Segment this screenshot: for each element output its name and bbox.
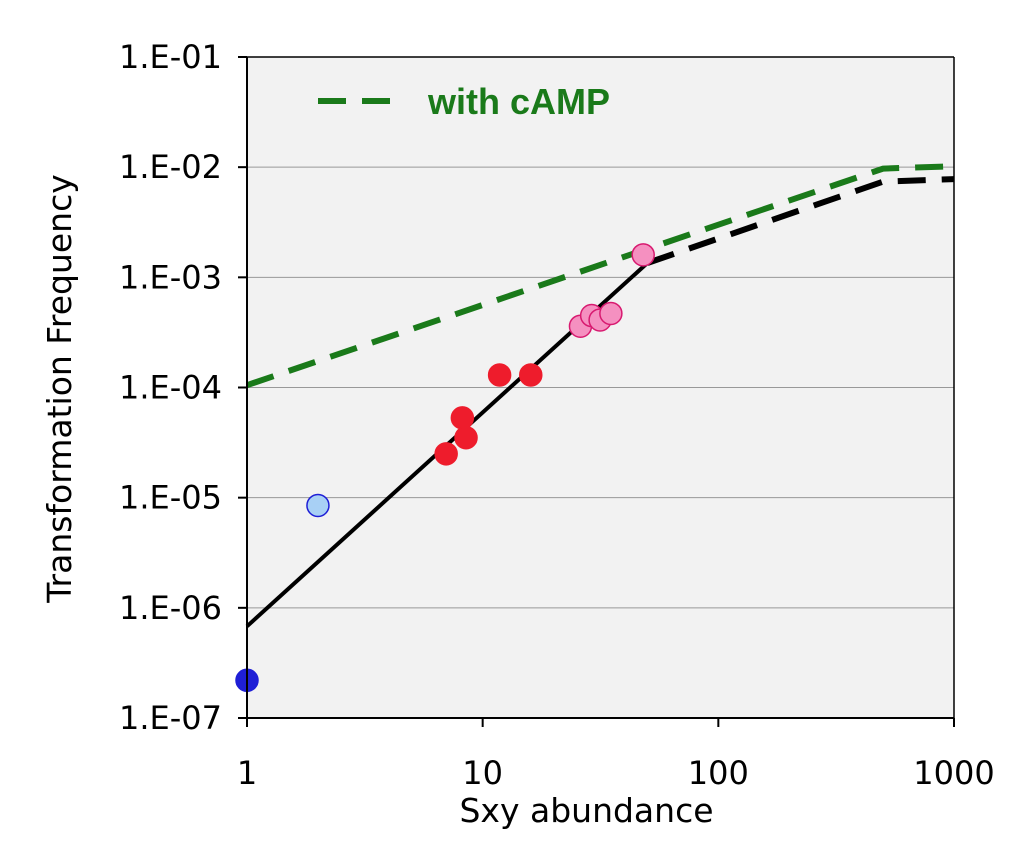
y-tick-label: 1.E-05 bbox=[119, 479, 222, 517]
x-tick-label: 100 bbox=[688, 754, 749, 792]
y-tick-label: 1.E-04 bbox=[119, 369, 222, 407]
gridlines bbox=[247, 166, 954, 609]
data-point bbox=[519, 363, 543, 387]
legend: with cAMP bbox=[318, 81, 610, 122]
x-tick-label: 1 bbox=[237, 754, 257, 792]
y-tick-label: 1.E-03 bbox=[119, 258, 222, 296]
x-tick-label: 10 bbox=[462, 754, 503, 792]
data-point bbox=[434, 442, 458, 466]
tick-labels: 1.E-07 1.E-06 1.E-05 1.E-04 1.E-03 1.E-02 1.E-… bbox=[119, 38, 995, 792]
y-axis-label: Transformation Frequency bbox=[40, 174, 79, 604]
data-point bbox=[487, 363, 512, 387]
x-tick-label: 1000 bbox=[913, 754, 994, 792]
y-tick-label: 1.E-01 bbox=[119, 38, 222, 76]
data-point bbox=[450, 406, 475, 430]
y-tick-label: 1.E-02 bbox=[119, 148, 222, 186]
legend-label-with-camp: with cAMP bbox=[427, 81, 610, 122]
y-tick-label: 1.E-07 bbox=[119, 699, 222, 737]
data-point bbox=[631, 243, 655, 267]
series-line-with-camp bbox=[246, 163, 955, 389]
data-point bbox=[454, 425, 478, 450]
x-axis-label: Sxy abundance bbox=[459, 791, 713, 830]
data-point bbox=[306, 493, 330, 518]
y-tick-label: 1.E-06 bbox=[119, 589, 222, 627]
data-point bbox=[599, 301, 623, 326]
